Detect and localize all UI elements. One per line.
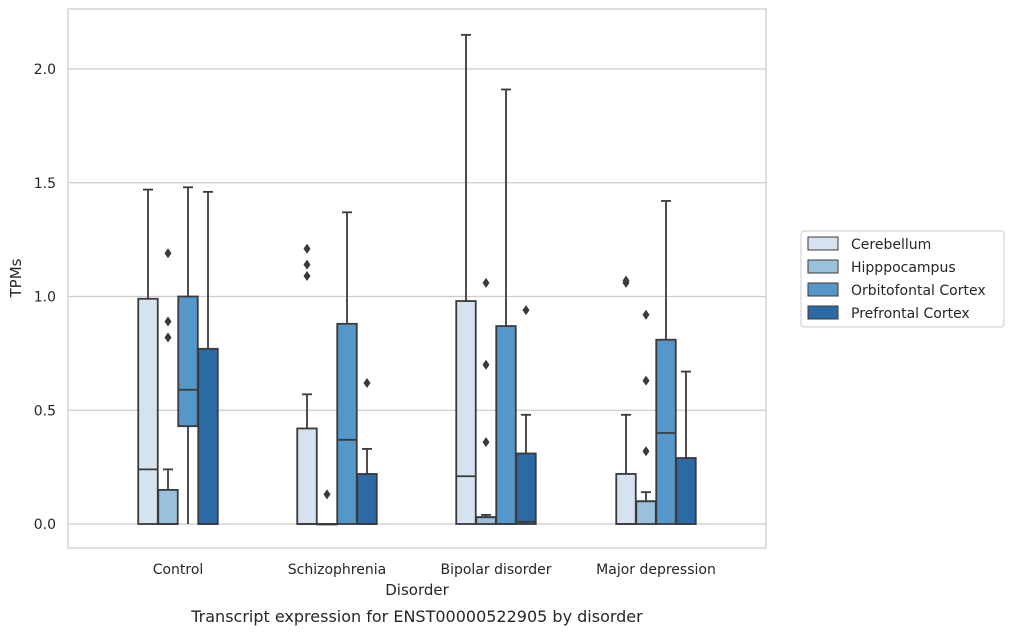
box-cerebellum: [455, 33, 477, 525]
box-body: [495, 325, 517, 525]
box-hipppocampus: [635, 309, 657, 525]
y-axis-label: TPMs: [7, 258, 25, 298]
boxes: [137, 33, 697, 526]
y-tick-label: 0.0: [34, 517, 56, 533]
legend-label: Cerebellum: [851, 237, 931, 253]
box-body: [137, 297, 159, 525]
box-body: [356, 473, 378, 525]
box-orbitofontal-cortex: [336, 211, 358, 525]
box-body: [475, 516, 497, 525]
outlier-point: [363, 377, 371, 388]
box-prefrontal-cortex: [675, 370, 697, 525]
outlier-point: [164, 316, 172, 327]
plot-area: [67, 8, 767, 549]
box-cerebellum: [137, 188, 159, 525]
box-body: [635, 500, 657, 525]
box-body: [177, 295, 199, 428]
x-axis-ticks: Control Schizophrenia Bipolar disorder Majo…: [153, 562, 716, 578]
box-body: [296, 427, 318, 525]
outlier-point: [482, 437, 490, 448]
y-tick-label: 0.5: [34, 403, 56, 419]
outlier-point: [642, 446, 650, 457]
x-tick-label: Major depression: [596, 562, 716, 578]
box-body: [615, 473, 637, 525]
y-tick-label: 1.5: [34, 176, 56, 192]
box-hipppocampus: [157, 248, 179, 525]
outlier-point: [522, 305, 530, 316]
box-body: [336, 322, 358, 525]
outlier-point: [164, 248, 172, 259]
legend: Cerebellum Hipppocampus Orbitofontal Corte…: [800, 230, 1005, 328]
box-body: [675, 457, 697, 525]
legend-swatch: [807, 305, 839, 320]
legend-frame: [800, 230, 1005, 328]
outlier-point: [482, 277, 490, 288]
legend-swatch: [807, 236, 839, 251]
x-tick-label: Control: [153, 562, 204, 578]
legend-label: Orbitofontal Cortex: [851, 283, 986, 299]
box-cerebellum: [296, 243, 318, 525]
legend-swatch: [807, 282, 839, 297]
box-body: [655, 338, 677, 525]
x-axis-label: Disorder: [385, 581, 449, 599]
legend-swatch: [807, 259, 839, 274]
x-tick-label: Bipolar disorder: [440, 562, 551, 578]
box-prefrontal-cortex: [356, 377, 378, 525]
box-body: [455, 300, 477, 525]
box-body: [197, 347, 219, 525]
outlier-point: [303, 259, 311, 270]
box-cerebellum: [615, 275, 637, 525]
outlier-point: [642, 309, 650, 320]
chart-caption: Transcript expression for ENST0000052290…: [190, 607, 643, 626]
outlier-point: [482, 359, 490, 370]
outlier-point: [303, 271, 311, 282]
outlier-point: [323, 489, 331, 500]
box-orbitofontal-cortex: [655, 200, 677, 525]
box-prefrontal-cortex: [197, 190, 219, 525]
box-prefrontal-cortex: [515, 305, 537, 525]
y-tick-label: 1.0: [34, 290, 56, 306]
y-axis-ticks: 0.0 0.5 1.0 1.5 2.0: [34, 62, 56, 533]
legend-label: Prefrontal Cortex: [851, 306, 970, 322]
outlier-point: [642, 375, 650, 386]
outlier-point: [622, 275, 630, 286]
box-body: [157, 488, 179, 525]
y-tick-label: 2.0: [34, 62, 56, 78]
box-body: [515, 452, 537, 525]
outlier-point: [164, 332, 172, 343]
outlier-point: [303, 243, 311, 254]
box-orbitofontal-cortex: [495, 88, 517, 525]
legend-label: Hipppocampus: [851, 260, 956, 276]
x-tick-label: Schizophrenia: [288, 562, 386, 578]
